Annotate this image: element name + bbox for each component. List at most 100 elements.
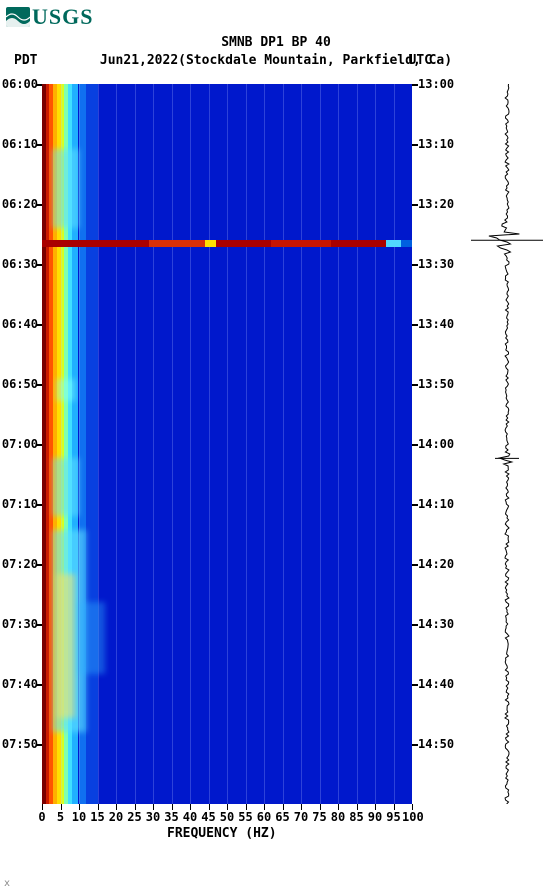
x-tick-label: 35: [162, 810, 182, 824]
spectrogram-activity: [79, 602, 105, 674]
x-tick-label: 40: [180, 810, 200, 824]
usgs-logo: USGS: [6, 4, 93, 30]
x-tick-label: 70: [291, 810, 311, 824]
y-tick-left: 06:30: [0, 258, 38, 270]
y-tick-right: 14:00: [418, 438, 454, 450]
y-tick-left: 06:50: [0, 378, 38, 390]
y-tick-left: 06:00: [0, 78, 38, 90]
y-tick-right: 13:40: [418, 318, 454, 330]
trace-path: [489, 84, 520, 804]
x-tick-label: 60: [254, 810, 274, 824]
y-tick-mark: [412, 444, 418, 446]
x-tick-label: 85: [347, 810, 367, 824]
x-tick-label: 45: [199, 810, 219, 824]
grid-line: [357, 84, 358, 804]
grid-line: [246, 84, 247, 804]
y-tick-mark: [36, 84, 42, 86]
seismogram-trace: [470, 84, 544, 804]
x-tick-label: 55: [236, 810, 256, 824]
x-axis-label: FREQUENCY (HZ): [167, 826, 277, 841]
x-tick-label: 0: [32, 810, 52, 824]
y-tick-right: 13:30: [418, 258, 454, 270]
usgs-logo-text: USGS: [32, 4, 93, 30]
event-band-segment: [42, 240, 149, 247]
grid-line: [338, 84, 339, 804]
grid-line: [283, 84, 284, 804]
x-tick-label: 50: [217, 810, 237, 824]
right-tz-label: UTC: [409, 53, 432, 68]
event-band-segment: [401, 240, 412, 247]
y-tick-mark: [412, 384, 418, 386]
y-tick-mark: [36, 624, 42, 626]
y-tick-mark: [412, 324, 418, 326]
wave-svg: [6, 7, 30, 27]
x-tick-label: 5: [51, 810, 71, 824]
y-tick-right: 14:20: [418, 558, 454, 570]
x-tick-label: 25: [125, 810, 145, 824]
chart-title: SMNB DP1 BP 40: [0, 36, 552, 50]
grid-line: [98, 84, 99, 804]
event-band-segment: [331, 240, 387, 247]
y-tick-mark: [36, 504, 42, 506]
y-tick-mark: [412, 744, 418, 746]
x-tick-label: 75: [310, 810, 330, 824]
grid-line: [227, 84, 228, 804]
date-station-label: Jun21,2022(Stockdale Mountain, Parkfield…: [0, 53, 552, 68]
y-tick-left: 06:10: [0, 138, 38, 150]
y-tick-mark: [412, 564, 418, 566]
y-tick-left: 07:10: [0, 498, 38, 510]
y-tick-right: 14:30: [418, 618, 454, 630]
y-tick-mark: [412, 204, 418, 206]
y-tick-left: 07:30: [0, 618, 38, 630]
y-tick-right: 13:10: [418, 138, 454, 150]
x-tick-label: 20: [106, 810, 126, 824]
y-tick-right: 13:00: [418, 78, 454, 90]
x-tick-label: 65: [273, 810, 293, 824]
x-tick-label: 10: [69, 810, 89, 824]
y-tick-mark: [412, 624, 418, 626]
y-tick-left: 06:20: [0, 198, 38, 210]
y-tick-right: 13:50: [418, 378, 454, 390]
y-tick-mark: [36, 444, 42, 446]
x-tick-label: 30: [143, 810, 163, 824]
y-tick-left: 06:40: [0, 318, 38, 330]
y-tick-left: 07:40: [0, 678, 38, 690]
y-tick-left: 07:50: [0, 738, 38, 750]
footer-marker: x: [4, 878, 10, 889]
y-tick-left: 07:00: [0, 438, 38, 450]
grid-line: [153, 84, 154, 804]
event-band-segment: [149, 240, 205, 247]
grid-line: [172, 84, 173, 804]
grid-line: [116, 84, 117, 804]
grid-line: [375, 84, 376, 804]
grid-line: [209, 84, 210, 804]
y-tick-mark: [36, 264, 42, 266]
grid-line: [264, 84, 265, 804]
y-tick-right: 13:20: [418, 198, 454, 210]
y-tick-mark: [36, 684, 42, 686]
chart-header: SMNB DP1 BP 40: [0, 36, 552, 50]
grid-line: [301, 84, 302, 804]
y-tick-right: 14:10: [418, 498, 454, 510]
y-tick-right: 14:40: [418, 678, 454, 690]
x-tick-label: 100: [402, 810, 422, 824]
y-tick-mark: [36, 744, 42, 746]
event-band-segment: [216, 240, 272, 247]
y-tick-mark: [412, 504, 418, 506]
spectrogram-activity: [57, 574, 76, 718]
grid-line: [394, 84, 395, 804]
y-tick-right: 14:50: [418, 738, 454, 750]
y-tick-mark: [36, 324, 42, 326]
y-tick-mark: [36, 564, 42, 566]
y-tick-left: 07:20: [0, 558, 38, 570]
y-tick-mark: [412, 684, 418, 686]
spectrogram-plot: [42, 84, 412, 804]
x-tick-label: 80: [328, 810, 348, 824]
y-tick-mark: [412, 264, 418, 266]
grid-line: [320, 84, 321, 804]
event-band-segment: [386, 240, 401, 247]
y-tick-mark: [36, 384, 42, 386]
x-tick-label: 90: [365, 810, 385, 824]
spectrogram-activity: [57, 379, 76, 401]
event-band-segment: [271, 240, 330, 247]
